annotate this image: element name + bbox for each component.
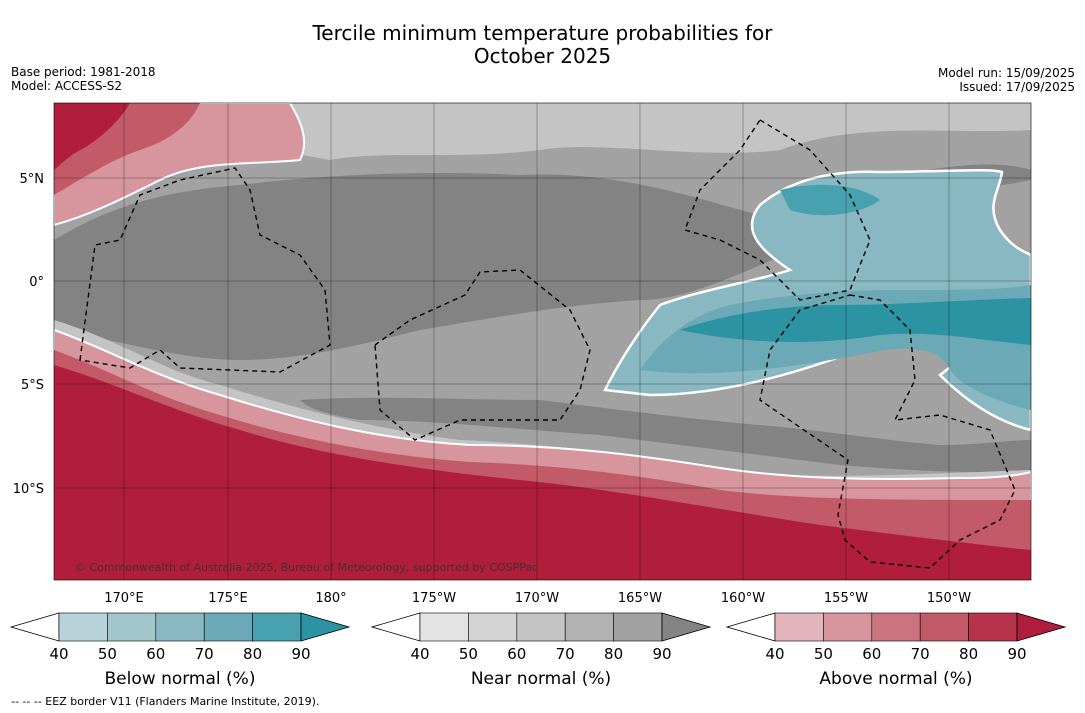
colorbar-tick: 60 — [146, 645, 165, 663]
colorbar-cell — [203, 612, 253, 642]
colorbar-tick: 90 — [652, 645, 671, 663]
issued-date: Issued: 17/09/2025 — [959, 80, 1075, 94]
near-normal-dark-band-south — [300, 397, 1031, 473]
colorbar-2: 40 50 60 70 80 90 Above normal (%) — [725, 612, 1067, 689]
colorbar-tick: 40 — [410, 645, 429, 663]
colorbar-tick: 90 — [1007, 645, 1026, 663]
colorbar-tick: 70 — [911, 645, 930, 663]
colorbar-tick: 80 — [959, 645, 978, 663]
longitude-labels: 170°E 175°E 180° 175°W 170°W 165°W 160°W 155°W 1… — [104, 591, 971, 606]
colorbar-tick: 60 — [862, 645, 881, 663]
colorbar-extend-low — [725, 612, 776, 642]
lat-label: 5°N — [20, 172, 45, 187]
eez-borders — [79, 119, 1016, 569]
colorbar-tick: 50 — [814, 645, 833, 663]
colorbar-cell — [468, 612, 518, 642]
lat-label: 0° — [29, 275, 44, 290]
lat-label: 10°S — [13, 482, 44, 497]
colorbar-extend-high — [300, 612, 351, 642]
colorbar-tick: 40 — [49, 645, 68, 663]
above-normal-northwest-core — [54, 103, 130, 170]
lon-label: 165°W — [618, 591, 662, 606]
above-normal-south-core — [54, 365, 1031, 580]
lon-label: 180° — [315, 591, 346, 606]
lon-label: 170°E — [104, 591, 144, 606]
lon-label: 175°W — [412, 591, 456, 606]
colorbar-1: 40 50 60 70 80 90 Near normal (%) — [370, 612, 712, 689]
meta-right: Model run: 15/09/2025 Issued: 17/09/2025 — [938, 66, 1075, 94]
colorbar-label: Below normal (%) — [105, 669, 256, 689]
colorbar-tick: 40 — [765, 645, 784, 663]
colorbar-cell — [871, 612, 921, 642]
lon-label: 160°W — [721, 591, 765, 606]
gridlines — [54, 103, 1031, 580]
colorbar-tick: 80 — [604, 645, 623, 663]
lon-label: 155°W — [824, 591, 868, 606]
colorbar-cell — [919, 612, 969, 642]
below-normal-north-core — [780, 184, 880, 216]
model-run: Model run: 15/09/2025 — [937, 66, 1075, 80]
lon-label: 170°W — [515, 591, 559, 606]
colorbar-tick: 60 — [507, 645, 526, 663]
base-period: Base period: 1981-2018 — [11, 65, 156, 79]
colorbar-extend-high — [661, 612, 712, 642]
lon-label: 150°W — [927, 591, 971, 606]
eez-border-central — [374, 269, 591, 441]
colorbar-cell — [968, 612, 1018, 642]
title-line-1: Tercile minimum temperature probabilitie… — [312, 21, 773, 45]
probability-field: © Commonwealth of Australia 2025, Bureau… — [54, 103, 1031, 580]
colorbar-cell — [516, 612, 566, 642]
eez-border-west — [79, 167, 331, 373]
latitude-labels: 5°N 0° 5°S 10°S — [13, 172, 44, 497]
colorbar-cell — [58, 612, 108, 642]
colorbar-tick: 50 — [98, 645, 117, 663]
colorbar-cell — [564, 612, 614, 642]
colorbar-cell — [613, 612, 663, 642]
below-normal-east-core — [680, 298, 1031, 345]
lat-label: 5°S — [21, 378, 44, 393]
colorbar-tick: 70 — [556, 645, 575, 663]
colorbar-label: Near normal (%) — [471, 669, 611, 689]
title-line-2: October 2025 — [473, 44, 612, 68]
page-title: Tercile minimum temperature probabilitie… — [0, 22, 1085, 68]
colorbar-extend-low — [370, 612, 421, 642]
eez-border-southeast — [759, 294, 1016, 569]
colorbar-cell — [774, 612, 824, 642]
colorbar-cell — [823, 612, 873, 642]
colorbar-cell — [155, 612, 205, 642]
colorbar-extend-low — [9, 612, 60, 642]
colorbar-tick: 70 — [195, 645, 214, 663]
map-frame — [53, 102, 1032, 581]
colorbar-tick: 80 — [243, 645, 262, 663]
colorbar-cell — [252, 612, 302, 642]
map-credit: © Commonwealth of Australia 2025, Bureau… — [75, 561, 538, 574]
colorbar-tick: 50 — [459, 645, 478, 663]
colorbars: 40 50 60 70 80 90 Below normal (%) 40 50 60 70 80 90… — [9, 612, 1067, 689]
colorbar-tick: 90 — [291, 645, 310, 663]
colorbar-label: Above normal (%) — [819, 669, 972, 689]
meta-left: Base period: 1981-2018 Model: ACCESS-S2 — [11, 65, 156, 93]
eez-footnote: -- -- -- EEZ border V11 (Flanders Marine… — [11, 695, 320, 708]
colorbar-cell — [419, 612, 469, 642]
colorbar-0: 40 50 60 70 80 90 Below normal (%) — [9, 612, 351, 689]
colorbar-cell — [107, 612, 157, 642]
model-name: Model: ACCESS-S2 — [11, 79, 123, 93]
lon-label: 175°E — [208, 591, 248, 606]
colorbar-extend-high — [1016, 612, 1067, 642]
eez-border-northeast — [684, 119, 871, 301]
